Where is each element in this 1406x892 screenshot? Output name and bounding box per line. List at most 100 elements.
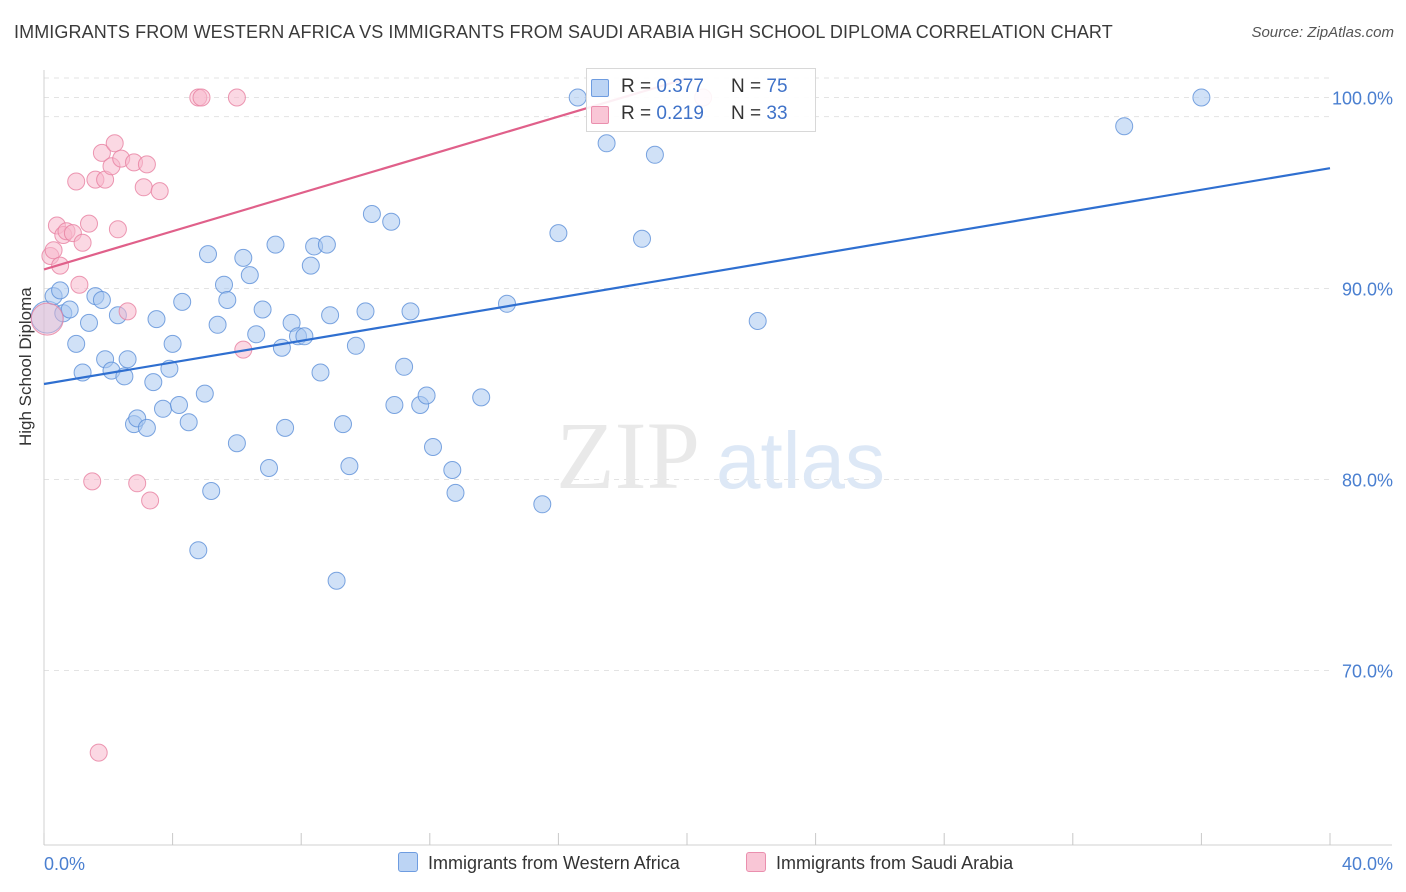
legend-r-label: R = — [621, 76, 657, 97]
point-western-africa — [144, 373, 163, 392]
legend-r-value: 0.377 — [656, 76, 704, 97]
point-saudi-arabia — [118, 302, 137, 321]
point-western-africa — [1115, 117, 1134, 136]
chart-title: IMMIGRANTS FROM WESTERN AFRICA VS IMMIGR… — [14, 22, 1113, 42]
legend-swatch-pink — [591, 106, 609, 124]
point-western-africa — [401, 302, 420, 321]
point-western-africa — [247, 325, 266, 344]
point-saudi-arabia — [70, 275, 89, 294]
y-tick-label: 70.0% — [1342, 662, 1393, 682]
point-western-africa — [163, 334, 182, 353]
source-label: Source: ZipAtlas.com — [1251, 24, 1394, 41]
point-saudi-arabia — [134, 178, 153, 197]
bottom-legend-label: Immigrants from Western Africa — [428, 853, 680, 873]
point-western-africa — [202, 482, 221, 500]
watermark: ZIP atlas — [556, 402, 885, 509]
trend-line-saudi-arabia — [43, 77, 688, 271]
x-tick-label: 0.0% — [44, 854, 85, 874]
point-western-africa — [417, 386, 436, 405]
point-saudi-arabia — [141, 491, 160, 510]
point-western-africa — [154, 399, 172, 418]
point-western-africa — [346, 336, 365, 355]
legend-r-label: R = — [621, 103, 657, 124]
point-western-africa — [317, 235, 336, 254]
point-western-africa — [645, 145, 664, 164]
legend-n-label: N = — [731, 103, 767, 124]
watermark-zip: ZIP — [556, 402, 700, 509]
legend-n-label: N = — [731, 76, 767, 97]
point-western-africa — [189, 541, 208, 560]
point-western-africa — [227, 434, 246, 453]
point-western-africa — [253, 300, 272, 319]
point-western-africa — [424, 438, 442, 456]
point-western-africa — [321, 306, 340, 325]
point-western-africa — [633, 229, 651, 248]
point-western-africa — [195, 384, 214, 403]
legend-swatch-blue — [591, 79, 609, 97]
trend-line-western-africa — [43, 167, 1331, 386]
point-western-africa — [234, 248, 253, 267]
point-western-africa — [173, 292, 192, 311]
axes — [43, 70, 1392, 846]
point-western-africa — [272, 338, 291, 357]
bottom-legend-swatch-pink — [746, 852, 766, 872]
legend-n-value: 75 — [766, 76, 788, 97]
tick-labels: 100.0% 90.0% 80.0% 70.0% 0.0% 40.0% — [44, 89, 1393, 875]
point-western-africa — [1192, 88, 1211, 107]
correlation-legend: R = 0.377 N = 75 R = 0.219 N = 33 — [586, 68, 816, 132]
point-western-africa — [382, 212, 401, 231]
bottom-legend-saudi-arabia: Immigrants from Saudi Arabia — [746, 852, 1013, 874]
point-western-africa — [443, 461, 462, 479]
point-western-africa — [67, 334, 86, 353]
watermark-atlas: atlas — [716, 416, 885, 505]
data-points — [30, 88, 1211, 762]
point-saudi-arabia — [137, 155, 156, 174]
point-saudi-arabia — [108, 220, 127, 239]
point-western-africa — [179, 413, 198, 432]
y-axis-label: High School Diploma — [16, 287, 35, 446]
point-western-africa — [568, 88, 587, 107]
point-western-africa — [170, 396, 188, 414]
x-tick-label: 40.0% — [1342, 854, 1393, 874]
point-saudi-arabia — [44, 241, 63, 260]
point-western-africa — [80, 313, 98, 332]
point-western-africa — [334, 415, 352, 434]
point-western-africa — [147, 310, 166, 329]
point-saudi-arabia — [105, 134, 124, 153]
point-saudi-arabia — [150, 182, 169, 201]
legend-n-value: 33 — [766, 103, 788, 124]
point-saudi-arabia — [192, 88, 211, 107]
point-saudi-arabia — [89, 743, 108, 762]
point-western-africa — [301, 256, 320, 275]
point-western-africa — [51, 281, 70, 300]
trend-lines — [43, 77, 1331, 386]
point-western-africa — [356, 302, 375, 321]
point-saudi-arabia — [73, 233, 92, 252]
y-tick-label: 90.0% — [1342, 280, 1393, 300]
point-saudi-arabia — [92, 143, 111, 162]
point-western-africa — [340, 457, 359, 476]
point-western-africa — [311, 363, 330, 382]
point-western-africa — [276, 418, 295, 437]
point-western-africa — [385, 396, 404, 414]
legend-row-saudi-arabia: R = 0.219 N = 33 — [587, 101, 815, 127]
legend-r-value: 0.219 — [656, 103, 704, 124]
point-western-africa — [549, 224, 568, 243]
bottom-legend-western-africa: Immigrants from Western Africa — [398, 852, 680, 874]
bottom-legend-label: Immigrants from Saudi Arabia — [776, 853, 1014, 873]
point-western-africa — [266, 235, 285, 254]
legend-row-western-africa: R = 0.377 N = 75 — [587, 74, 815, 100]
point-western-africa — [60, 300, 79, 319]
legend-n: N = 75 — [731, 76, 788, 98]
point-saudi-arabia — [67, 172, 86, 191]
point-western-africa — [362, 205, 381, 223]
point-western-africa — [446, 483, 465, 502]
legend-n: N = 33 — [731, 103, 788, 125]
point-saudi-arabia — [227, 88, 246, 107]
legend-r: R = 0.377 — [621, 76, 704, 98]
y-tick-label: 80.0% — [1342, 471, 1393, 491]
point-saudi-arabia — [80, 214, 98, 233]
point-western-africa — [118, 350, 137, 369]
point-saudi-arabia — [83, 472, 102, 491]
